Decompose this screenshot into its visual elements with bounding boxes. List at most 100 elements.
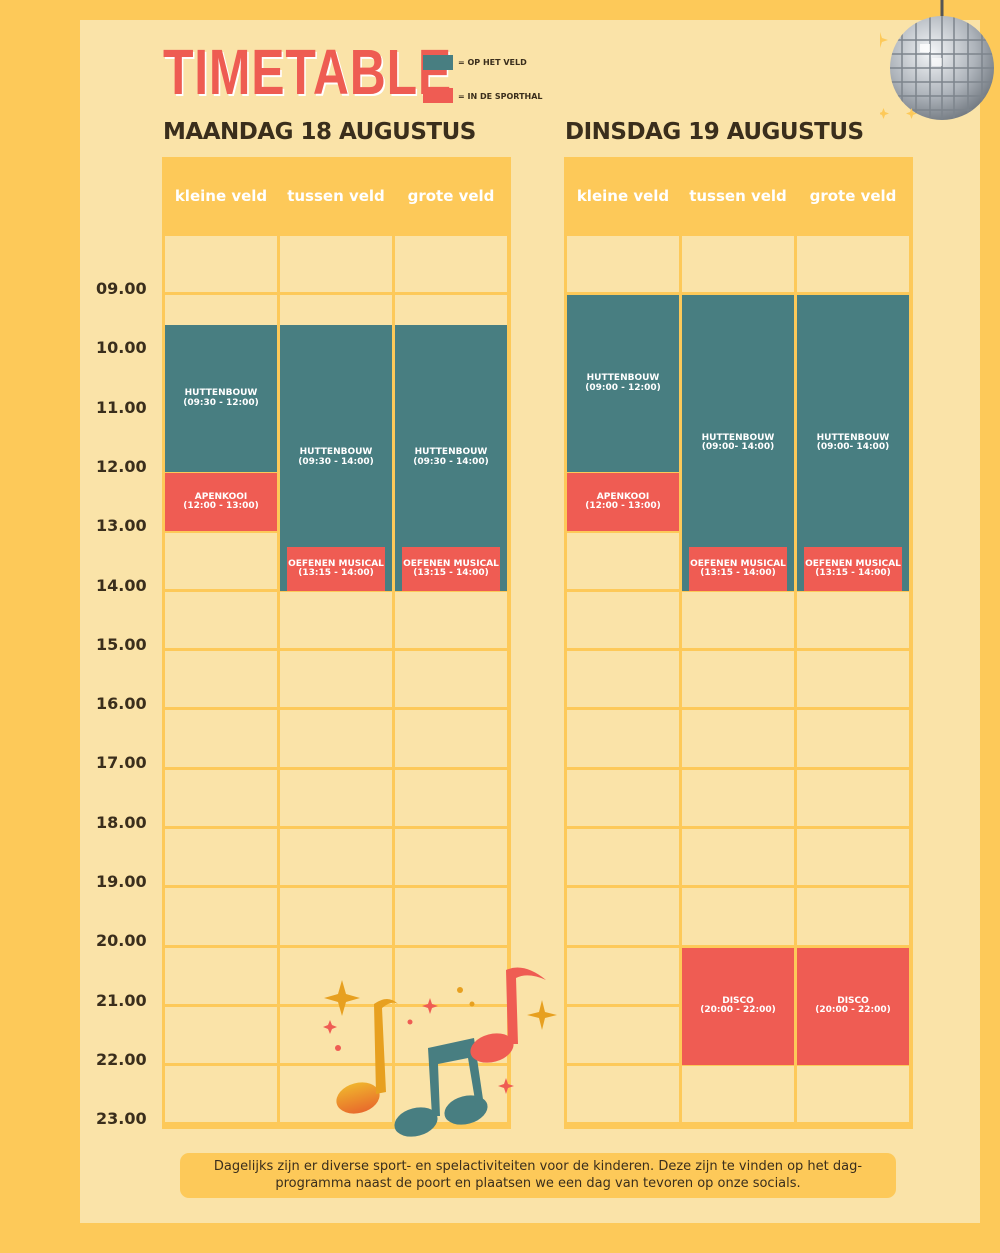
page-title: TIMETABLE — [163, 36, 452, 108]
event-time: (09:00 - 12:00) — [585, 382, 661, 393]
timetable-cell — [165, 651, 277, 708]
hour-label: 20.00 — [96, 931, 147, 951]
event-block: OEFENEN MUSICAL (13:15 - 14:00) — [689, 547, 787, 591]
event-name: OEFENEN MUSICAL — [690, 558, 786, 569]
timetable-cell — [797, 710, 909, 767]
info-note-text: Dagelijks zijn er diverse sport- en spel… — [213, 1159, 863, 1191]
event-block: HUTTENBOUW (09:30 - 12:00) — [165, 324, 277, 473]
hour-label: 14.00 — [96, 575, 147, 595]
event-time: (13:15 - 14:00) — [815, 568, 891, 579]
timetable-cell — [567, 947, 679, 1004]
timetable-cell — [395, 651, 507, 708]
timetable-cell — [682, 829, 794, 886]
timetable-cell — [682, 651, 794, 708]
timetable-cell — [682, 769, 794, 826]
hour-label: 11.00 — [96, 397, 147, 417]
event-time: (12:00 - 13:00) — [183, 501, 259, 512]
event-block: OEFENEN MUSICAL (13:15 - 14:00) — [402, 547, 500, 591]
timetable-cell — [165, 947, 277, 1004]
event-block: HUTTENBOUW (09:00 - 12:00) — [567, 295, 679, 473]
timetable-cell — [165, 532, 277, 589]
timetable-cell — [165, 829, 277, 886]
column-header-row: kleine veld tussen veld grote veld — [564, 157, 913, 233]
timetable-cell — [280, 236, 392, 293]
hour-label: 16.00 — [96, 694, 147, 714]
event-time: (13:15 - 14:00) — [700, 568, 776, 579]
timetable-cell — [395, 769, 507, 826]
info-note: Dagelijks zijn er diverse sport- en spel… — [180, 1153, 896, 1198]
timetable-cell — [280, 769, 392, 826]
timetable-cell — [165, 888, 277, 945]
timetable-cell — [165, 710, 277, 767]
event-time: (20:00 - 22:00) — [700, 1005, 776, 1016]
day-title-tuesday: DINSDAG 19 AUGUSTUS — [565, 119, 864, 145]
timetable-cell — [567, 651, 679, 708]
timetable-cell — [567, 236, 679, 293]
legend-swatch-sporthal — [423, 88, 453, 103]
timetable-cell — [280, 888, 392, 945]
event-time: (09:30 - 12:00) — [183, 397, 259, 408]
event-time: (09:30 - 14:00) — [413, 456, 489, 467]
event-block: HUTTENBOUW (09:30 - 14:00) — [395, 324, 507, 591]
event-name: DISCO — [837, 995, 869, 1006]
timetable-cell — [797, 829, 909, 886]
timetable-cell — [567, 769, 679, 826]
event-time: (13:15 - 14:00) — [298, 568, 374, 579]
timetable-cell — [165, 591, 277, 649]
column-label: grote veld — [407, 187, 495, 205]
timetable-cell — [165, 769, 277, 826]
hour-label: 22.00 — [96, 1049, 147, 1069]
timetable-cell — [395, 710, 507, 767]
timetable-cell — [280, 1006, 392, 1064]
timetable-cell — [797, 888, 909, 945]
hour-label: 09.00 — [96, 279, 147, 298]
timetable-cell — [567, 1006, 679, 1064]
timetable-cell — [165, 1006, 277, 1064]
hour-label: 17.00 — [96, 753, 147, 773]
event-time: (09:00- 14:00) — [816, 442, 890, 453]
column-label: grote veld — [809, 187, 897, 205]
hour-label: 10.00 — [96, 338, 147, 358]
timetable-cell — [567, 710, 679, 767]
event-name: HUTTENBOUW — [816, 432, 890, 443]
timetable-cell — [165, 236, 277, 293]
event-name: OEFENEN MUSICAL — [288, 558, 384, 569]
event-time: (13:15 - 14:00) — [413, 568, 489, 579]
event-block: HUTTENBOUW (09:00- 14:00) — [682, 295, 794, 591]
event-block: APENKOOI (12:00 - 13:00) — [165, 473, 277, 532]
event-name: OEFENEN MUSICAL — [805, 558, 901, 569]
hour-label: 21.00 — [96, 990, 147, 1010]
event-name: HUTTENBOUW — [184, 388, 258, 399]
timetable-cell — [797, 769, 909, 826]
timetable-cell — [280, 651, 392, 708]
timetable-cell — [395, 829, 507, 886]
event-time: (20:00 - 22:00) — [815, 1005, 891, 1016]
event-name: OEFENEN MUSICAL — [403, 558, 499, 569]
hour-label: 13.00 — [96, 516, 147, 536]
hour-label: 12.00 — [96, 456, 147, 476]
timetable-cell — [280, 591, 392, 649]
timetable-cell — [395, 591, 507, 649]
timetable-cell — [395, 888, 507, 945]
event-name: APENKOOI — [596, 491, 650, 502]
timetable-cell — [567, 829, 679, 886]
event-name: HUTTENBOUW — [586, 373, 660, 384]
timetable-cell — [395, 947, 507, 1004]
timetable-cell — [280, 829, 392, 886]
event-name: HUTTENBOUW — [414, 447, 488, 458]
timetable-cell — [682, 591, 794, 649]
timetable-cell — [567, 888, 679, 945]
timetable-cell — [567, 532, 679, 589]
timetable-cell — [165, 1066, 277, 1123]
legend-label-sporthal: = IN DE SPORTHAL — [458, 92, 543, 101]
event-block: HUTTENBOUW (09:30 - 14:00) — [280, 324, 392, 591]
event-block: DISCO (20:00 - 22:00) — [797, 947, 909, 1066]
column-label: kleine veld — [174, 187, 268, 205]
timetable-grid-tuesday: kleine veld tussen veld grote veld HUTTENBO… — [564, 157, 913, 1129]
day-title-monday: MAANDAG 18 AUGUSTUS — [163, 119, 476, 145]
event-time: (09:30 - 14:00) — [298, 456, 374, 467]
timetable-cell — [797, 651, 909, 708]
event-name: HUTTENBOUW — [701, 432, 775, 443]
timetable-cell — [395, 236, 507, 293]
timetable-cell — [682, 1066, 794, 1123]
